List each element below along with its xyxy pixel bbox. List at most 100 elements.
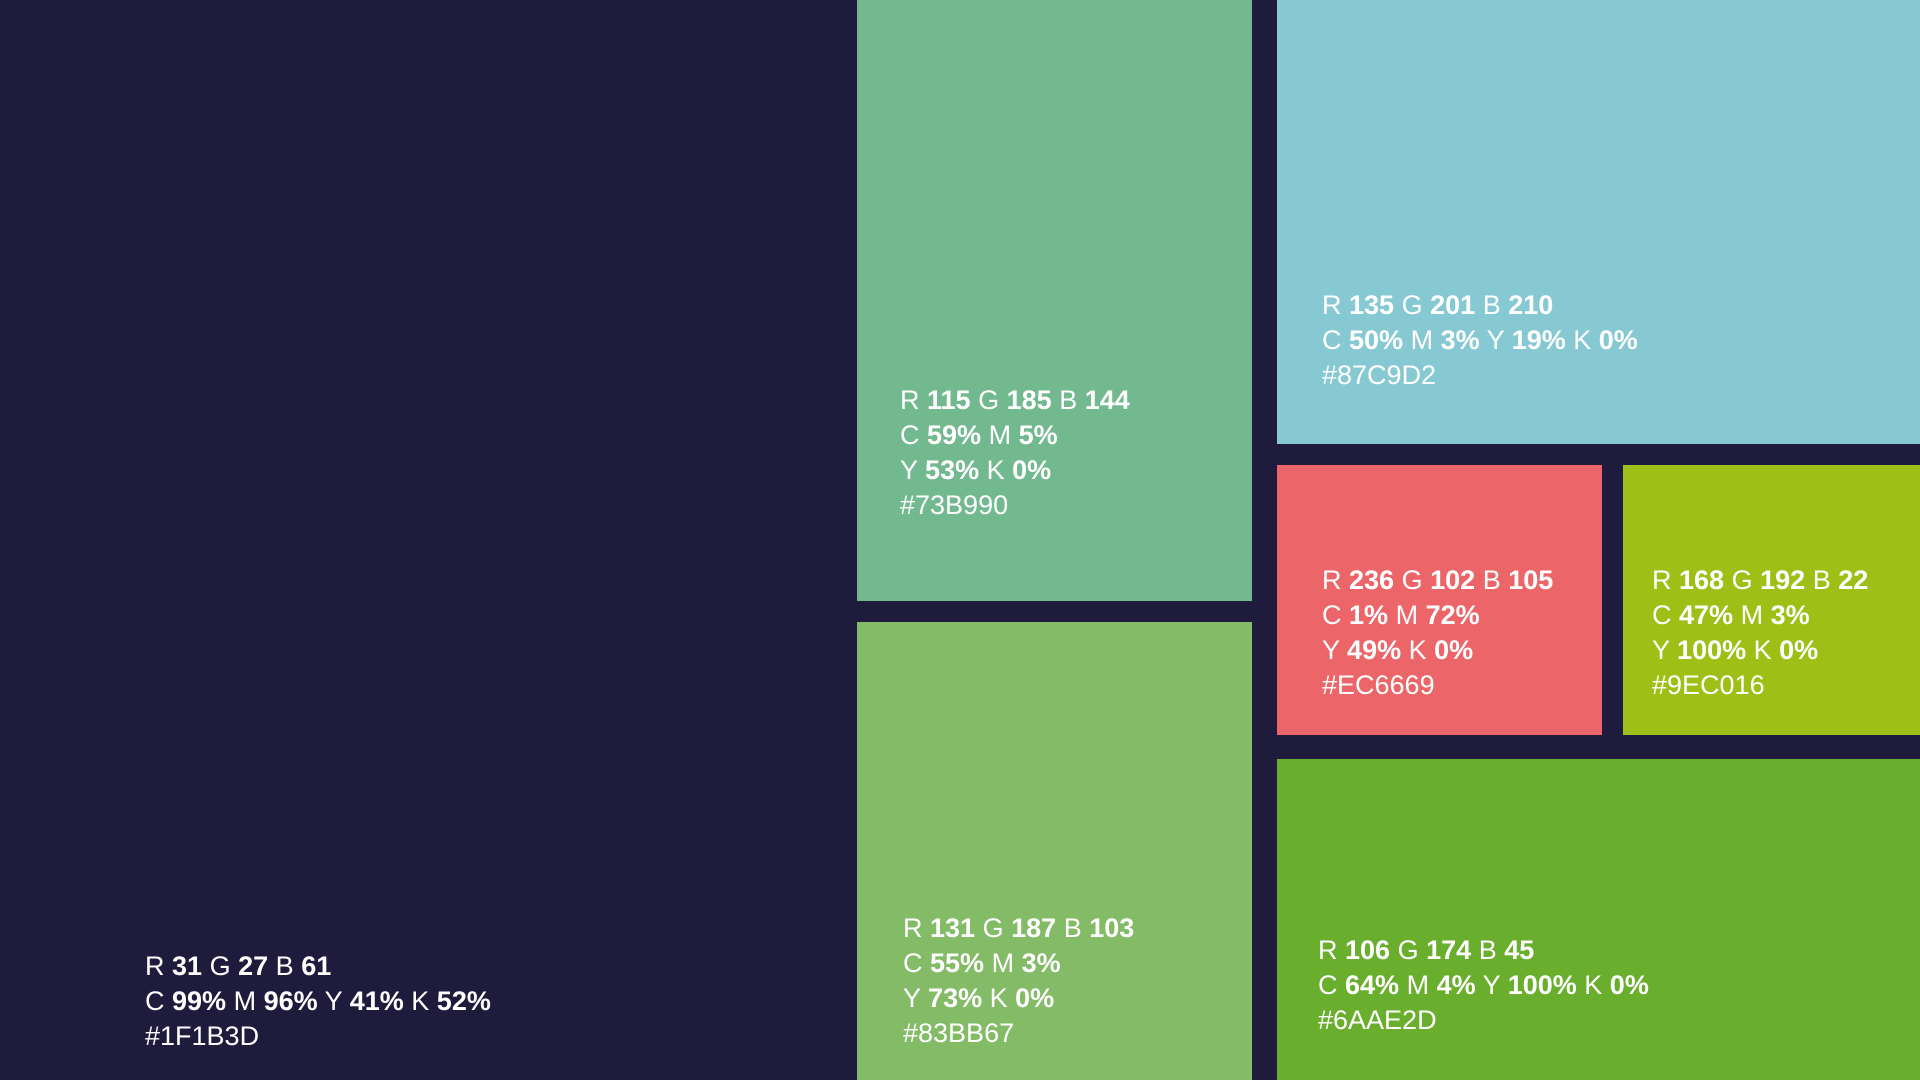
- r-label: R: [900, 385, 920, 415]
- b-label: B: [1478, 935, 1497, 965]
- m-value: 96%: [263, 986, 318, 1016]
- c-value: 50%: [1349, 325, 1404, 355]
- cm-line: C 1% M 72%: [1322, 598, 1553, 633]
- color-swatch-73B990: R 115 G 185 B 144 C 59% M 5% Y 53% K 0% …: [857, 0, 1252, 601]
- y-label: Y: [324, 986, 343, 1016]
- k-label: K: [1753, 635, 1772, 665]
- m-label: M: [991, 948, 1015, 978]
- k-label: K: [1408, 635, 1427, 665]
- c-label: C: [1322, 600, 1342, 630]
- y-value: 41%: [349, 986, 404, 1016]
- b-value: 22: [1838, 565, 1869, 595]
- k-label: K: [1584, 970, 1603, 1000]
- g-label: G: [982, 913, 1004, 943]
- r-value: 106: [1345, 935, 1391, 965]
- color-info: R 115 G 185 B 144 C 59% M 5% Y 53% K 0% …: [900, 383, 1130, 523]
- r-label: R: [145, 951, 165, 981]
- g-value: 185: [1006, 385, 1052, 415]
- m-label: M: [1410, 325, 1434, 355]
- y-label: Y: [1652, 635, 1670, 665]
- k-value: 0%: [1598, 325, 1638, 355]
- r-value: 115: [927, 385, 971, 415]
- r-label: R: [1322, 290, 1342, 320]
- g-label: G: [1731, 565, 1753, 595]
- r-value: 236: [1349, 565, 1395, 595]
- rgb-line: R 236 G 102 B 105: [1322, 563, 1553, 598]
- c-value: 99%: [172, 986, 227, 1016]
- color-info: R 31 G 27 B 61 C 99% M 96% Y 41% K 52% #…: [145, 949, 491, 1054]
- r-label: R: [1652, 565, 1672, 595]
- y-value: 100%: [1507, 970, 1577, 1000]
- c-value: 55%: [930, 948, 985, 978]
- yk-line: Y 53% K 0%: [900, 453, 1130, 488]
- c-value: 1%: [1349, 600, 1389, 630]
- rgb-line: R 115 G 185 B 144: [900, 383, 1130, 418]
- hex-value: #9EC016: [1652, 670, 1765, 700]
- c-label: C: [1322, 325, 1342, 355]
- rgb-line: R 131 G 187 B 103: [903, 911, 1134, 946]
- color-info: R 131 G 187 B 103 C 55% M 3% Y 73% K 0% …: [903, 911, 1134, 1051]
- c-label: C: [900, 420, 920, 450]
- g-value: 102: [1430, 565, 1476, 595]
- cmyk-line: C 50% M 3% Y 19% K 0%: [1322, 323, 1638, 358]
- k-value: 0%: [1015, 983, 1055, 1013]
- cm-line: C 59% M 5%: [900, 418, 1130, 453]
- g-value: 187: [1011, 913, 1057, 943]
- k-value: 0%: [1609, 970, 1649, 1000]
- k-value: 52%: [436, 986, 491, 1016]
- color-swatch-EC6669: R 236 G 102 B 105 C 1% M 72% Y 49% K 0% …: [1277, 465, 1602, 735]
- color-swatch-83BB67: R 131 G 187 B 103 C 55% M 3% Y 73% K 0% …: [857, 622, 1252, 1080]
- hex-value: #EC6669: [1322, 670, 1435, 700]
- y-label: Y: [1482, 970, 1501, 1000]
- cmyk-line: C 99% M 96% Y 41% K 52%: [145, 984, 491, 1019]
- hex-value: #87C9D2: [1322, 360, 1437, 390]
- m-value: 3%: [1440, 325, 1480, 355]
- g-label: G: [1401, 290, 1423, 320]
- color-info: R 168 G 192 B 22 C 47% M 3% Y 100% K 0% …: [1652, 563, 1868, 703]
- hex-value: #73B990: [900, 490, 1009, 520]
- k-value: 0%: [1779, 635, 1819, 665]
- r-value: 168: [1679, 565, 1725, 595]
- y-label: Y: [1322, 635, 1340, 665]
- g-value: 192: [1760, 565, 1806, 595]
- c-value: 59%: [927, 420, 982, 450]
- color-swatch-9EC016: R 168 G 192 B 22 C 47% M 3% Y 100% K 0% …: [1623, 465, 1920, 735]
- m-value: 4%: [1436, 970, 1476, 1000]
- b-label: B: [1812, 565, 1831, 595]
- rgb-line: R 168 G 192 B 22: [1652, 563, 1868, 598]
- b-label: B: [1059, 385, 1078, 415]
- color-info: R 135 G 201 B 210 C 50% M 3% Y 19% K 0% …: [1322, 288, 1638, 393]
- b-value: 61: [301, 951, 332, 981]
- g-label: G: [209, 951, 231, 981]
- y-label: Y: [903, 983, 921, 1013]
- r-label: R: [1318, 935, 1338, 965]
- r-value: 131: [930, 913, 976, 943]
- g-value: 174: [1426, 935, 1472, 965]
- k-label: K: [986, 455, 1005, 485]
- k-value: 0%: [1012, 455, 1052, 485]
- b-label: B: [1063, 913, 1082, 943]
- yk-line: Y 73% K 0%: [903, 981, 1134, 1016]
- k-label: K: [1573, 325, 1592, 355]
- g-label: G: [1401, 565, 1423, 595]
- y-value: 73%: [928, 983, 983, 1013]
- b-value: 103: [1089, 913, 1135, 943]
- m-label: M: [1740, 600, 1764, 630]
- cm-line: C 47% M 3%: [1652, 598, 1868, 633]
- b-value: 210: [1508, 290, 1554, 320]
- c-label: C: [1652, 600, 1672, 630]
- hex-value: #83BB67: [903, 1018, 1015, 1048]
- color-info: R 106 G 174 B 45 C 64% M 4% Y 100% K 0% …: [1318, 933, 1649, 1038]
- m-label: M: [988, 420, 1012, 450]
- b-label: B: [275, 951, 294, 981]
- g-value: 27: [238, 951, 269, 981]
- m-value: 5%: [1018, 420, 1058, 450]
- g-label: G: [1397, 935, 1419, 965]
- c-label: C: [145, 986, 165, 1016]
- hex-value: #6AAE2D: [1318, 1005, 1437, 1035]
- r-value: 31: [172, 951, 203, 981]
- m-value: 3%: [1021, 948, 1061, 978]
- m-label: M: [1406, 970, 1430, 1000]
- k-value: 0%: [1434, 635, 1474, 665]
